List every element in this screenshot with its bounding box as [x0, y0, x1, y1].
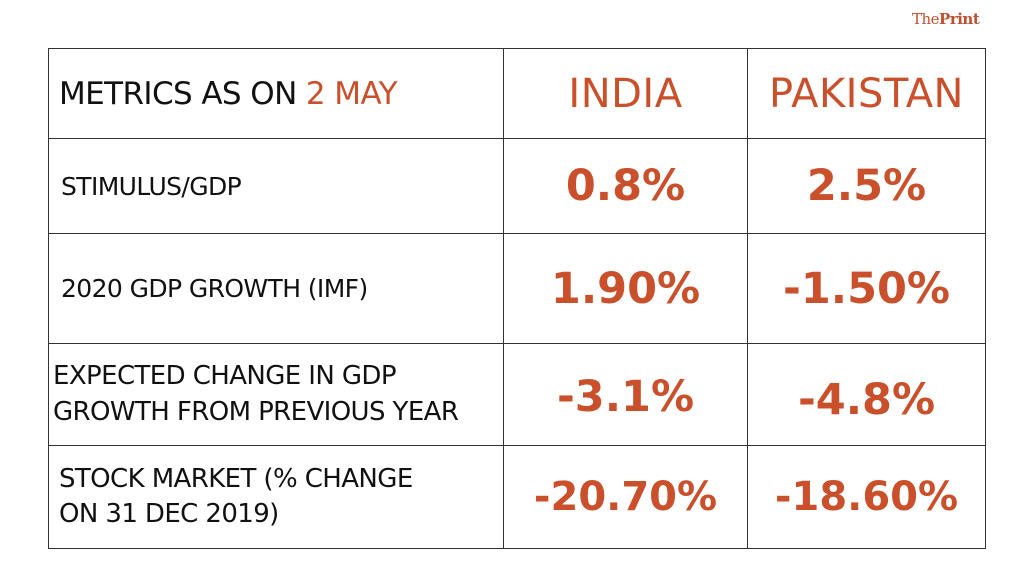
value-india: 1.90% — [503, 233, 748, 344]
brand-logo: ThePrint — [912, 10, 980, 28]
table-row: EXPECTED CHANGE IN GDP GROWTH FROM PREVIO… — [48, 343, 986, 446]
title-prefix: METRICS AS ON — [59, 75, 306, 112]
brand-prefix: The — [912, 10, 940, 28]
value-india: -3.1% — [503, 343, 748, 446]
value-india: 0.8% — [503, 138, 748, 234]
row-label-line: STOCK MARKET (% CHANGE — [59, 463, 413, 494]
table-row: STOCK MARKET (% CHANGE ON 31 DEC 2019) -2… — [48, 445, 986, 549]
row-label: STIMULUS/GDP — [48, 138, 504, 234]
row-label-line: EXPECTED CHANGE IN GDP — [53, 361, 397, 392]
row-label: STOCK MARKET (% CHANGE ON 31 DEC 2019) — [48, 445, 504, 549]
metrics-table: METRICS AS ON 2 MAY INDIA PAKISTAN STIMU… — [48, 48, 986, 549]
table-row: STIMULUS/GDP 0.8% 2.5% — [48, 138, 986, 234]
table-title: METRICS AS ON 2 MAY — [48, 48, 504, 139]
row-label: 2020 GDP GROWTH (IMF) — [48, 233, 504, 344]
value-pakistan: -18.60% — [747, 445, 986, 549]
title-date: 2 MAY — [305, 75, 398, 112]
column-header-india: INDIA — [503, 48, 748, 139]
value-pakistan: 2.5% — [747, 138, 986, 234]
row-label-line: GROWTH FROM PREVIOUS YEAR — [53, 396, 459, 427]
table-row: 2020 GDP GROWTH (IMF) 1.90% -1.50% — [48, 233, 986, 344]
row-label-line: ON 31 DEC 2019) — [59, 499, 279, 529]
column-header-pakistan: PAKISTAN — [747, 48, 986, 139]
value-pakistan: -4.8% — [747, 343, 986, 446]
row-label: EXPECTED CHANGE IN GDP GROWTH FROM PREVIO… — [48, 343, 504, 446]
header-row: METRICS AS ON 2 MAY INDIA PAKISTAN — [48, 48, 986, 139]
value-pakistan: -1.50% — [747, 233, 986, 344]
value-india: -20.70% — [503, 445, 748, 549]
brand-name: Print — [939, 10, 980, 28]
